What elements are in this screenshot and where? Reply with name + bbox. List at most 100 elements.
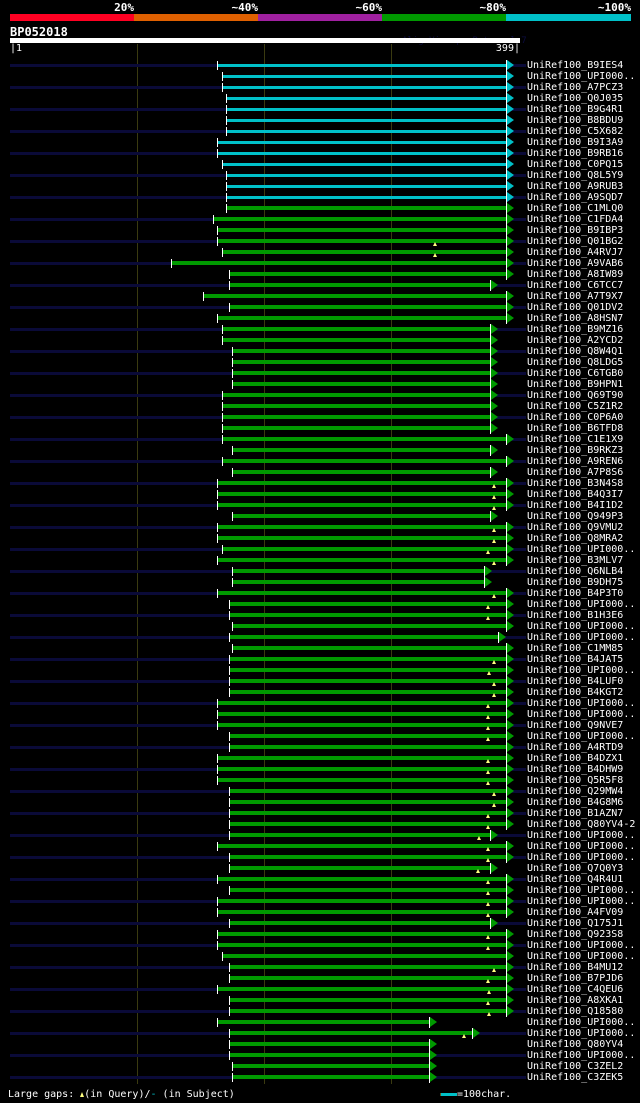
hit-label[interactable]: UniRef100_B4I1D2 xyxy=(527,500,624,511)
alignment-row[interactable]: UniRef100_UPI000.. xyxy=(0,940,640,951)
alignment-row[interactable]: UniRef100_Q8LDG5 xyxy=(0,357,640,368)
alignment-bar[interactable] xyxy=(228,635,498,639)
alignment-row[interactable]: UniRef100_B4G8M6 xyxy=(0,797,640,808)
alignment-bar[interactable] xyxy=(228,668,507,672)
alignment-row[interactable]: UniRef100_Q5R5F8 xyxy=(0,775,640,786)
alignment-bar[interactable] xyxy=(228,833,490,837)
alignment-row[interactable]: UniRef100_B4P3T0 xyxy=(0,588,640,599)
alignment-row[interactable]: UniRef100_B4MU12 xyxy=(0,962,640,973)
alignment-row[interactable]: UniRef100_UPI000.. xyxy=(0,885,640,896)
alignment-row[interactable]: UniRef100_B7PJD6 xyxy=(0,973,640,984)
alignment-bar[interactable] xyxy=(228,921,490,925)
alignment-bar[interactable] xyxy=(226,130,507,133)
alignment-row[interactable]: UniRef100_Q949P3 xyxy=(0,511,640,522)
alignment-bar[interactable] xyxy=(228,305,507,309)
alignment-bar[interactable] xyxy=(228,1053,429,1057)
alignment-row[interactable]: UniRef100_B9RB16 xyxy=(0,148,640,159)
alignment-row[interactable]: UniRef100_B4DZX1 xyxy=(0,753,640,764)
hit-label[interactable]: UniRef100_A8IW89 xyxy=(527,269,624,280)
alignment-row[interactable]: UniRef100_UPI000.. xyxy=(0,1050,640,1061)
alignment-bar[interactable] xyxy=(217,239,507,243)
alignment-row[interactable]: UniRef100_A9SQD7 xyxy=(0,192,640,203)
alignment-bar[interactable] xyxy=(232,448,490,452)
alignment-bar[interactable] xyxy=(228,613,507,617)
alignment-bar[interactable] xyxy=(222,327,490,331)
alignment-row[interactable]: UniRef100_A4RTD9 xyxy=(0,742,640,753)
alignment-bar[interactable] xyxy=(228,998,507,1002)
hit-label[interactable]: UniRef100_B9IBP3 xyxy=(527,225,624,236)
alignment-bar[interactable] xyxy=(228,965,507,969)
alignment-bar[interactable] xyxy=(226,206,507,210)
hit-label[interactable]: UniRef100_A7PCZ3 xyxy=(527,82,624,93)
hit-label[interactable]: UniRef100_B9I3A9 xyxy=(527,137,624,148)
alignment-row[interactable]: UniRef100_Q7Q0Y3 xyxy=(0,863,640,874)
alignment-row[interactable]: UniRef100_B9HPN1 xyxy=(0,379,640,390)
alignment-row[interactable]: UniRef100_Q80YV4 xyxy=(0,1039,640,1050)
alignment-bar[interactable] xyxy=(222,459,507,463)
hit-label[interactable]: UniRef100_Q949P3 xyxy=(527,511,624,522)
alignment-bar[interactable] xyxy=(228,283,490,287)
alignment-row[interactable]: UniRef100_Q6NLB4 xyxy=(0,566,640,577)
alignment-row[interactable]: UniRef100_A7P8S6 xyxy=(0,467,640,478)
alignment-bar[interactable] xyxy=(217,64,507,67)
alignment-bar[interactable] xyxy=(228,272,507,276)
alignment-row[interactable]: UniRef100_B1H3E6 xyxy=(0,610,640,621)
alignment-row[interactable]: UniRef100_C1FDA4 xyxy=(0,214,640,225)
hit-label[interactable]: UniRef100_A9REN6 xyxy=(527,456,624,467)
alignment-bar[interactable] xyxy=(222,437,507,441)
alignment-row[interactable]: UniRef100_UPI000.. xyxy=(0,698,640,709)
alignment-bar[interactable] xyxy=(217,152,507,155)
alignment-row[interactable]: UniRef100_Q8W4Q1 xyxy=(0,346,640,357)
hit-label[interactable]: UniRef100_A4RTD9 xyxy=(527,742,624,753)
hit-label[interactable]: UniRef100_C6TCC7 xyxy=(527,280,624,291)
alignment-bar[interactable] xyxy=(222,163,507,166)
hit-label[interactable]: UniRef100_A9VAB6 xyxy=(527,258,624,269)
alignment-bar[interactable] xyxy=(217,778,507,782)
alignment-row[interactable]: UniRef100_B1AZN7 xyxy=(0,808,640,819)
alignment-bar[interactable] xyxy=(232,371,490,375)
alignment-bar[interactable] xyxy=(228,1042,429,1046)
hit-label[interactable]: UniRef100_UPI000.. xyxy=(527,1050,636,1061)
hit-label[interactable]: UniRef100_A8XKA1 xyxy=(527,995,624,1006)
alignment-bar[interactable] xyxy=(228,1009,507,1013)
hit-label[interactable]: UniRef100_UPI000.. xyxy=(527,544,636,555)
alignment-row[interactable]: UniRef100_Q18580 xyxy=(0,1006,640,1017)
alignment-bar[interactable] xyxy=(228,657,507,661)
alignment-row[interactable]: UniRef100_C4QEU6 xyxy=(0,984,640,995)
alignment-bar[interactable] xyxy=(232,580,484,584)
alignment-bar[interactable] xyxy=(217,723,507,727)
hit-label[interactable]: UniRef100_Q9NVE7 xyxy=(527,720,624,731)
alignment-bar[interactable] xyxy=(217,228,507,232)
alignment-bar[interactable] xyxy=(228,690,507,694)
alignment-row[interactable]: UniRef100_UPI000.. xyxy=(0,852,640,863)
alignment-row[interactable]: UniRef100_A7PCZ3 xyxy=(0,82,640,93)
hit-label[interactable]: UniRef100_UPI000.. xyxy=(527,852,636,863)
hit-label[interactable]: UniRef100_A4RVJ7 xyxy=(527,247,624,258)
hit-label[interactable]: UniRef100_UPI000.. xyxy=(527,830,636,841)
alignment-row[interactable]: UniRef100_A4RVJ7 xyxy=(0,247,640,258)
alignment-row[interactable]: UniRef100_B3N4S8 xyxy=(0,478,640,489)
alignment-row[interactable]: UniRef100_UPI000.. xyxy=(0,1028,640,1039)
alignment-row[interactable]: UniRef100_B4LUF0 xyxy=(0,676,640,687)
hit-label[interactable]: UniRef100_Q8L5Y9 xyxy=(527,170,624,181)
hit-label[interactable]: UniRef100_Q0J035 xyxy=(527,93,624,104)
alignment-bar[interactable] xyxy=(217,701,507,705)
hit-label[interactable]: UniRef100_UPI000.. xyxy=(527,896,636,907)
alignment-row[interactable]: UniRef100_UPI000.. xyxy=(0,621,640,632)
alignment-row[interactable]: UniRef100_A2YCD2 xyxy=(0,335,640,346)
alignment-bar[interactable] xyxy=(228,855,507,859)
alignment-row[interactable]: UniRef100_C6TGB0 xyxy=(0,368,640,379)
alignment-bar[interactable] xyxy=(222,338,490,342)
alignment-bar[interactable] xyxy=(217,558,507,562)
alignment-row[interactable]: UniRef100_B9I3A9 xyxy=(0,137,640,148)
alignment-row[interactable]: UniRef100_UPI000.. xyxy=(0,731,640,742)
hit-label[interactable]: UniRef100_B9RKZ3 xyxy=(527,445,624,456)
hit-label[interactable]: UniRef100_C1MM85 xyxy=(527,643,624,654)
alignment-row[interactable]: UniRef100_B4I1D2 xyxy=(0,500,640,511)
hit-label[interactable]: UniRef100_B4MU12 xyxy=(527,962,624,973)
alignment-bar[interactable] xyxy=(232,646,507,650)
alignment-row[interactable]: UniRef100_C6TCC7 xyxy=(0,280,640,291)
hit-label[interactable]: UniRef100_UPI000.. xyxy=(527,1017,636,1028)
alignment-bar[interactable] xyxy=(217,492,507,496)
alignment-row[interactable]: UniRef100_UPI000.. xyxy=(0,896,640,907)
